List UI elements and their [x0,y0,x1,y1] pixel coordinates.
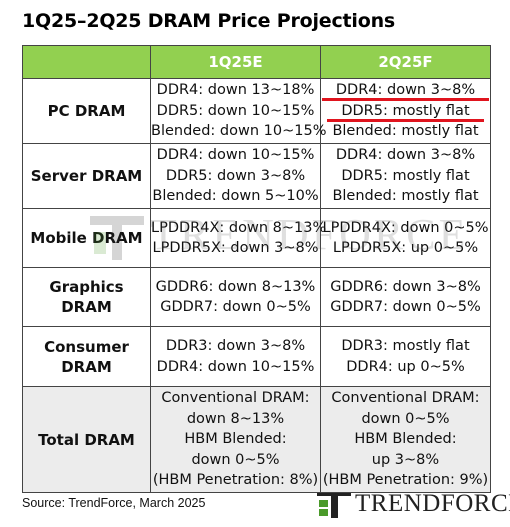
table-row-total: Total DRAM Conventional DRAM: down 8~13%… [22,386,491,493]
cell-line: DDR4: up 0~5% [346,358,465,375]
table-header-row: 1Q25E 2Q25F [22,45,491,79]
cell-line: down 8~13% [186,410,285,427]
cell-1q25e: GDDR6: down 8~13% GDDR7: down 0~5% [150,267,321,327]
cell-line: DDR5: mostly flat [341,167,470,184]
cell-line: HBM Blended: [354,431,457,448]
cell-2q25f: Conventional DRAM: down 0~5% HBM Blended… [320,386,491,493]
category-label: Mobile DRAM [30,229,143,247]
cell-1q25e: DDR4: down 10~15% DDR5: down 3~8% Blende… [150,143,321,209]
cell-2q25f: DDR4: down 3~8% DDR5: mostly flat Blende… [320,78,491,144]
cell-line: HBM Blended: [184,431,287,448]
cell-line: GDDR7: down 0~5% [160,299,311,315]
brand-name: TRENDFORCE [355,490,510,517]
cell-line: DDR4: down 10~15% [156,147,315,164]
cell-line-highlighted: DDR4: down 3~8% [321,80,490,102]
table-row: Graphics DRAM GDDR6: down 8~13% GDDR7: d… [22,267,491,327]
cell-line: DDR5: down 3~8% [165,167,306,184]
highlight-underline: DDR5: mostly flat [327,102,484,122]
category-label: DRAM [61,357,112,376]
header-corner [22,45,151,79]
cell-line-highlighted: DDR5: mostly flat [321,101,490,122]
trendforce-logo-icon [317,490,351,518]
header-1q25e: 1Q25E [150,45,321,79]
table-row: PC DRAM DDR4: down 13~18% DDR5: down 10~… [22,78,491,144]
cell-line: down 0~5% [361,410,450,427]
cell-line: DDR4: down 3~8% [335,147,476,164]
cell-line: (HBM Penetration: 8%) [152,472,319,489]
cell-line: (HBM Penetration: 9%) [322,472,489,489]
cell-1q25e: LPDDR4X: down 8~13% LPDDR5X: down 3~8% [150,208,327,268]
source-note: Source: TrendForce, March 2025 [22,496,206,510]
cell-line: Blended: mostly flat [332,123,479,140]
cell-line: LPDDR4X: down 0~5% [322,219,489,236]
price-projection-table: 1Q25E 2Q25F PC DRAM DDR4: down 13~18% DD… [22,45,491,493]
cell-line: Conventional DRAM: [331,390,480,407]
cell-line: up 3~8% [371,451,440,468]
trendforce-logo: TRENDFORCE [317,489,510,519]
highlight-underline: DDR4: down 3~8% [321,82,490,102]
cell-line: Blended: down 5~10% [152,188,319,205]
header-2q25f: 2Q25F [320,45,491,79]
category-label: Consumer [44,337,129,356]
cell-2q25f: LPDDR4X: down 0~5% LPDDR5X: up 0~5% [320,208,491,268]
cell-line: Conventional DRAM: [161,390,310,407]
cell-2q25f: DDR3: mostly flat DDR4: up 0~5% [320,326,491,387]
cell-line: DDR3: down 3~8% [165,338,306,354]
page-title: 1Q25–2Q25 DRAM Price Projections [22,10,396,32]
cell-line: DDR4: down 13~18% [156,82,315,99]
category-consumer-dram: Consumer DRAM [22,326,151,387]
category-label: Graphics DRAM [49,278,124,316]
cell-line: Blended: mostly flat [332,188,479,205]
category-total-dram: Total DRAM [22,386,151,493]
cell-2q25f: GDDR6: down 3~8% GDDR7: down 0~5% [320,267,491,327]
cell-line: LPDDR5X: up 0~5% [332,240,479,256]
cell-2q25f: DDR4: down 3~8% DDR5: mostly flat Blende… [320,143,491,209]
category-server-dram: Server DRAM [22,143,151,209]
cell-line: GDDR7: down 0~5% [330,299,481,315]
cell-line: DDR4: down 10~15% [156,358,315,375]
category-label: PC DRAM [47,102,126,120]
cell-line: DDR3: mostly flat [341,338,470,354]
table-row: Mobile DRAM LPDDR4X: down 8~13% LPDDR5X:… [22,208,491,268]
cell-line: Blended: down 10~15% [151,123,327,140]
cell-line: GDDR6: down 8~13% [155,278,316,295]
category-pc-dram: PC DRAM [22,78,151,144]
cell-1q25e: DDR4: down 13~18% DDR5: down 10~15% Blen… [150,78,327,144]
cell-line: down 0~5% [191,451,280,468]
cell-line: DDR5: down 10~15% [156,102,315,119]
category-label: Total DRAM [38,430,135,449]
cell-line: GDDR6: down 3~8% [330,278,481,295]
category-graphics-dram: Graphics DRAM [22,267,151,327]
cell-line: LPDDR5X: down 3~8% [152,240,319,256]
cell-line: LPDDR4X: down 8~13% [151,219,327,236]
table-row: Server DRAM DDR4: down 10~15% DDR5: down… [22,143,491,209]
category-label: Server DRAM [30,167,143,185]
cell-1q25e: DDR3: down 3~8% DDR4: down 10~15% [150,326,321,387]
cell-1q25e: Conventional DRAM: down 8~13% HBM Blende… [150,386,321,493]
category-mobile-dram: Mobile DRAM [22,208,151,268]
table-row: Consumer DRAM DDR3: down 3~8% DDR4: down… [22,326,491,387]
